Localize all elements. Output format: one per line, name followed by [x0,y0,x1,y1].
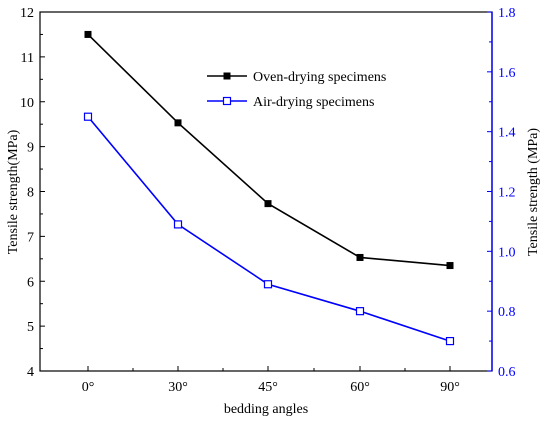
series-0-point [356,253,364,261]
series-layer [83,30,455,346]
right-axis-ticks: 0.6 0.8 1.0 1.2 1.4 1.6 1.8 [487,6,516,380]
series-0-point [446,262,454,270]
right-tick-label: 1.4 [498,126,516,141]
plot-frame [39,11,493,372]
x-tick-label: 0° [82,380,95,395]
series-1-point [173,220,183,229]
left-tick-label: 4 [27,365,34,380]
series-1-point [83,112,93,121]
right-tick-label: 1.0 [498,245,516,260]
left-tick-label: 10 [20,96,34,111]
legend: Oven-drying specimens Air-drying specime… [207,70,386,110]
right-tick-label: 1.2 [498,186,516,201]
legend-marker-air [222,96,232,106]
right-tick-label: 0.6 [498,365,516,380]
legend-marker-oven [223,72,231,80]
left-tick-label: 7 [27,230,34,245]
x-tick-label: 45° [258,380,278,395]
left-tick-label: 9 [27,141,34,156]
left-axis-title: Tensile strength(MPa) [6,129,21,254]
series-line-1 [87,116,451,342]
right-tick-label: 0.8 [498,305,516,320]
right-tick-label: 1.8 [498,6,516,21]
left-axis-ticks: 4 5 6 7 8 9 10 11 12 [20,6,45,380]
series-1-point [263,280,273,289]
legend-label-air: Air-drying specimens [253,95,374,110]
left-tick-label: 12 [20,6,34,21]
x-tick-label: 60° [350,380,370,395]
left-tick-label: 5 [27,320,34,335]
series-0-point [264,200,272,208]
left-tick-label: 6 [27,275,34,290]
series-0-point [174,119,182,127]
x-tick-label: 90° [440,380,460,395]
series-1-point [445,336,455,346]
series-1-point [355,307,365,316]
legend-label-oven: Oven-drying specimens [253,70,386,85]
x-axis-title: bedding angles [224,402,308,417]
left-tick-label: 11 [21,51,34,66]
x-tick-label: 30° [168,380,188,395]
left-tick-label: 8 [27,186,34,201]
series-0-point [84,30,92,38]
right-axis-title: Tensile strength (MPa) [526,128,541,256]
right-tick-label: 1.6 [498,66,516,81]
x-axis-ticks: 0° 30° 45° 60° 90° [82,366,460,395]
